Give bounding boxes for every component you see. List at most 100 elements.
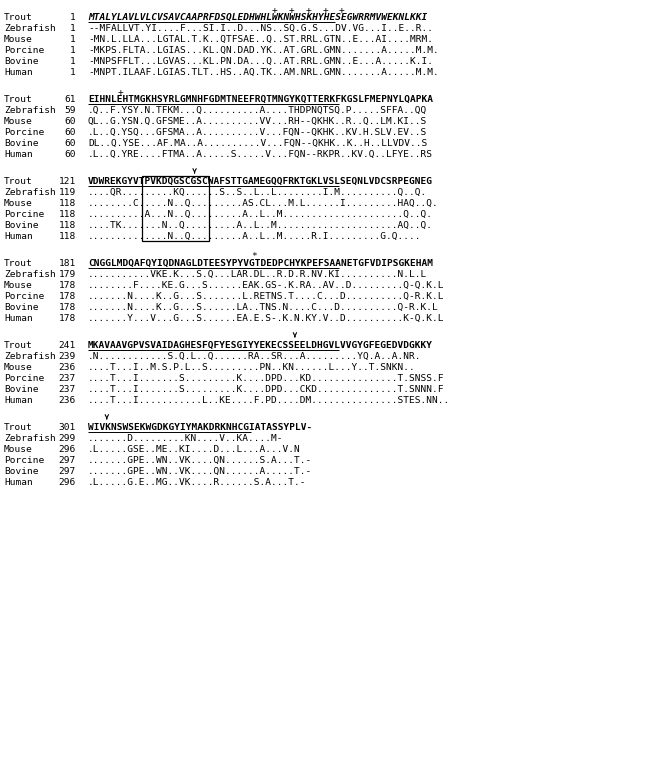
Text: 181: 181 [58,259,76,268]
Text: ....T...I...........L..KE....F.PD....DM...............STES.NN..: ....T...I...........L..KE....F.PD....DM.… [88,396,450,405]
Text: 60: 60 [64,139,76,148]
Text: +: + [117,88,123,97]
Text: 178: 178 [58,314,76,323]
Text: -MN.L.LLA...LGTAL.T.K..QTFSAE..Q..ST.RRL.GTN..E...AI....MRM.: -MN.L.LLA...LGTAL.T.K..QTFSAE..Q..ST.RRL… [88,35,433,44]
Text: Mouse: Mouse [4,35,32,44]
Text: 236: 236 [58,396,76,405]
Text: Mouse: Mouse [4,199,32,208]
Text: 297: 297 [58,467,76,476]
Text: ...........VKE.K...S.Q...LAR.DL..R.D.R.NV.KI..........N.L.L: ...........VKE.K...S.Q...LAR.DL..R.D.R.N… [88,270,427,279]
Text: 121: 121 [58,177,76,186]
Text: Human: Human [4,150,32,159]
Text: .......Y...V...G...S......EA.E.S-.K.N.KY.V..D..........K-Q.K.L: .......Y...V...G...S......EA.E.S-.K.N.KY… [88,314,445,323]
Text: Zebrafish: Zebrafish [4,106,56,115]
Bar [142,176,209,240]
Text: +: + [289,6,294,15]
Text: Bovine: Bovine [4,139,38,148]
Text: WIVKNSWSEKWGDKGYIYMAKDRKNHCGIATASSYPLV-: WIVKNSWSEKWGDKGYIYMAKDRKNHCGIATASSYPLV- [88,423,312,432]
Text: 118: 118 [58,210,76,219]
Text: Trout: Trout [4,341,32,350]
Text: 118: 118 [58,221,76,230]
Text: .......D.........KN....V..KA....M-: .......D.........KN....V..KA....M- [88,434,283,443]
Text: Human: Human [4,396,32,405]
Text: 1: 1 [70,13,76,22]
Text: 61: 61 [64,95,76,104]
Text: ....T...I..M.S.P.L..S.........PN..KN......L...Y..T.SNKN..: ....T...I..M.S.P.L..S.........PN..KN....… [88,363,416,372]
Text: ..............N..Q.........A..L..M.....R.I.........G.Q....: ..............N..Q.........A..L..M.....R… [88,232,421,241]
Text: Zebrafish: Zebrafish [4,434,56,443]
Text: .L..Q.YRE....FTMA..A.....S.....V...FQN--RKPR..KV.Q..LFYE..RS: .L..Q.YRE....FTMA..A.....S.....V...FQN--… [88,150,433,159]
Text: Bovine: Bovine [4,57,38,66]
Text: CNGGLMDQAFQYIQDNAGLDTEESYPYVGTDEDPCHYKPEFSAANETGFVDIPSGKEHAM: CNGGLMDQAFQYIQDNAGLDTEESYPYVGTDEDPCHYKPE… [88,259,433,268]
Text: .L..Q.YSQ...GFSMA..A..........V...FQN--QKHK..KV.H.SLV.EV..S: .L..Q.YSQ...GFSMA..A..........V...FQN--Q… [88,128,427,137]
Text: 1: 1 [70,35,76,44]
Text: ....TK.......N..Q.........A..L..M.....................AQ..Q.: ....TK.......N..Q.........A..L..M.......… [88,221,433,230]
Text: Trout: Trout [4,259,32,268]
Text: 178: 178 [58,292,76,301]
Text: 119: 119 [58,188,76,197]
Text: Human: Human [4,314,32,323]
Text: 1: 1 [70,46,76,55]
Text: --MFALLVT.YI....F...SI.I..D...NS..SQ.G.S...DV.VG...I..E..R..: --MFALLVT.YI....F...SI.I..D...NS..SQ.G.S… [88,24,433,33]
Text: 59: 59 [64,106,76,115]
Text: Trout: Trout [4,177,32,186]
Text: 179: 179 [58,270,76,279]
Text: Porcine: Porcine [4,374,44,383]
Text: Porcine: Porcine [4,128,44,137]
Text: .......GPE..WN..VK....QN......A.....T.-: .......GPE..WN..VK....QN......A.....T.- [88,467,312,476]
Text: Human: Human [4,232,32,241]
Text: +: + [339,6,345,15]
Text: Human: Human [4,478,32,487]
Text: Porcine: Porcine [4,46,44,55]
Text: DL..Q.YSE...AF.MA..A..........V...FQN--QKHK..K..H..LLVDV..S: DL..Q.YSE...AF.MA..A..........V...FQN--Q… [88,139,427,148]
Text: 60: 60 [64,128,76,137]
Text: 299: 299 [58,434,76,443]
Text: 241: 241 [58,341,76,350]
Text: Bovine: Bovine [4,385,38,394]
Text: Zebrafish: Zebrafish [4,270,56,279]
Text: Zebrafish: Zebrafish [4,24,56,33]
Text: Zebrafish: Zebrafish [4,188,56,197]
Text: ........F....KE.G...S......EAK.GS-.K.RA..AV..D.........Q-Q.K.L: ........F....KE.G...S......EAK.GS-.K.RA.… [88,281,445,290]
Text: Porcine: Porcine [4,210,44,219]
Text: MTALYLAVLVLCVSAVCAAPRFDSQLEDHWHLWKNWHSKHYHESEGWRRMVWEKNLKKI: MTALYLAVLVLCVSAVCAAPRFDSQLEDHWHLWKNWHSKH… [88,13,427,22]
Text: .......N....K..G...S......LA..TNS.N....C...D..........Q-R.K.L: .......N....K..G...S......LA..TNS.N....C… [88,303,439,312]
Text: .N............S.Q.L..Q......RA..SR...A.........YQ.A..A.NR.: .N............S.Q.L..Q......RA..SR...A..… [88,352,421,361]
Text: .Q..F.YSY.N.TFKM...Q..........A....THDPNQTSQ.P.....SFFA..QQ: .Q..F.YSY.N.TFKM...Q..........A....THDPN… [88,106,427,115]
Text: 236: 236 [58,363,76,372]
Text: .......GPE..WN..VK....QN......S.A...T.-: .......GPE..WN..VK....QN......S.A...T.- [88,456,312,465]
Text: Trout: Trout [4,95,32,104]
Text: -MKPS.FLTA..LGIAS...KL.QN.DAD.YK..AT.GRL.GMN.......A.....M.M.: -MKPS.FLTA..LGIAS...KL.QN.DAD.YK..AT.GRL… [88,46,439,55]
Text: 296: 296 [58,478,76,487]
Text: *: * [251,252,257,261]
Text: 60: 60 [64,150,76,159]
Text: +: + [322,6,328,15]
Text: 118: 118 [58,199,76,208]
Text: Porcine: Porcine [4,292,44,301]
Text: ..........A...N..Q.........A..L..M.....................Q..Q.: ..........A...N..Q.........A..L..M......… [88,210,433,219]
Text: ....QR.........KQ......S..S..L..L........I.M..........Q..Q.: ....QR.........KQ......S..S..L..L.......… [88,188,427,197]
Text: Human: Human [4,68,32,77]
Text: ....T...I.......S.........K....DPD...KD...............T.SNSS.F: ....T...I.......S.........K....DPD...KD.… [88,374,445,383]
Text: +: + [272,6,278,15]
Text: QL..G.YSN.Q.GFSME..A..........VV...RH--QKHK..R..Q..LM.KI..S: QL..G.YSN.Q.GFSME..A..........VV...RH--Q… [88,117,427,126]
Text: 118: 118 [58,232,76,241]
Text: ....T...I.......S.........K....DPD...CKD..............T.SNNN.F: ....T...I.......S.........K....DPD...CKD… [88,385,445,394]
Text: Mouse: Mouse [4,117,32,126]
Text: Trout: Trout [4,13,32,22]
Text: 178: 178 [58,303,76,312]
Text: Bovine: Bovine [4,467,38,476]
Text: Trout: Trout [4,423,32,432]
Text: 1: 1 [70,24,76,33]
Text: Porcine: Porcine [4,456,44,465]
Text: 1: 1 [70,57,76,66]
Text: VDWREKGYVTPVKDQGSCGSCWAFSTTGAMEGQQFRKTGKLVSLSEQNLVDCSRPEGNEG: VDWREKGYVTPVKDQGSCGSCWAFSTTGAMEGQQFRKTGK… [88,177,433,186]
Text: -MNPT.ILAAF.LGIAS.TLT..HS..AQ.TK..AM.NRL.GMN.......A.....M.M.: -MNPT.ILAAF.LGIAS.TLT..HS..AQ.TK..AM.NRL… [88,68,439,77]
Text: 239: 239 [58,352,76,361]
Text: 1: 1 [70,68,76,77]
Text: -MNPSFFLT...LGVAS...KL.PN.DA...Q..AT.RRL.GMN..E...A.....K.I.: -MNPSFFLT...LGVAS...KL.PN.DA...Q..AT.RRL… [88,57,433,66]
Text: Mouse: Mouse [4,445,32,454]
Text: 301: 301 [58,423,76,432]
Text: +: + [306,6,311,15]
Text: Zebrafish: Zebrafish [4,352,56,361]
